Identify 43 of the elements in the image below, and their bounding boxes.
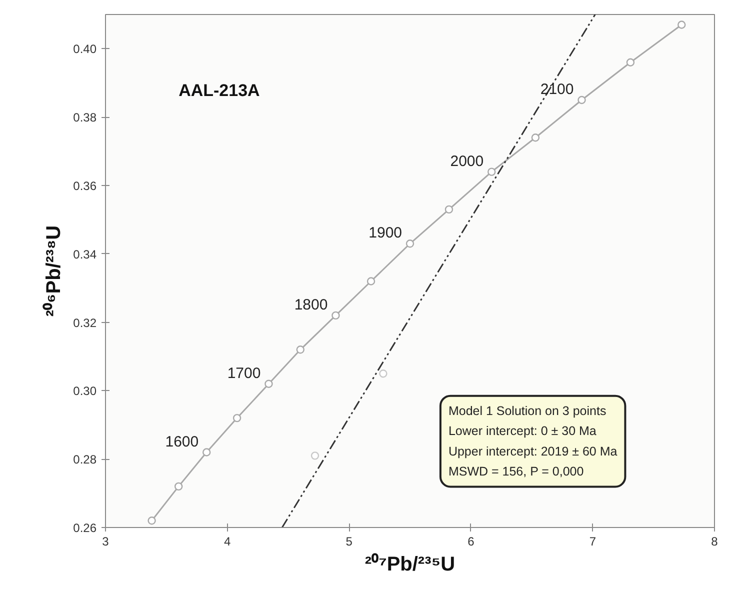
point bbox=[626, 58, 635, 66]
point bbox=[531, 134, 540, 142]
y-tick-label: 0.28 bbox=[73, 452, 97, 467]
x-tick-label: 4 bbox=[224, 534, 231, 548]
y-tick-label: 0.36 bbox=[73, 179, 97, 193]
annotation: 1800 bbox=[294, 296, 328, 314]
x-axis-title: ²⁰⁷Pb/²³⁵U bbox=[364, 552, 456, 576]
y-tick-label: 0.32 bbox=[73, 316, 97, 330]
annotation: 1600 bbox=[165, 433, 199, 450]
point bbox=[578, 96, 586, 104]
annotation: Upper intercept: 2019 ± 60 Ma bbox=[448, 444, 618, 458]
point bbox=[310, 452, 320, 460]
point bbox=[174, 482, 183, 491]
annotation: 1900 bbox=[368, 224, 402, 242]
point bbox=[202, 448, 211, 456]
y-tick-label: 0.30 bbox=[73, 384, 97, 398]
point bbox=[379, 370, 388, 378]
x-tick-label: 6 bbox=[468, 534, 475, 548]
y-tick-label: 0.26 bbox=[73, 521, 97, 535]
point bbox=[148, 516, 156, 525]
x-tick-label: 7 bbox=[589, 534, 596, 548]
point bbox=[406, 240, 414, 248]
annotation: Lower intercept: 0 ± 30 Ma bbox=[448, 424, 596, 438]
annotation: 1700 bbox=[227, 364, 261, 382]
point bbox=[678, 20, 686, 29]
x-tick-label: 5 bbox=[346, 534, 353, 548]
annotation: 2000 bbox=[450, 152, 484, 170]
point bbox=[296, 346, 304, 354]
x-tick-label: 3 bbox=[102, 534, 110, 548]
x-tick-label: 8 bbox=[711, 534, 718, 548]
point bbox=[232, 414, 242, 422]
annotation: Model 1 Solution on 3 points bbox=[448, 404, 606, 418]
annotation: AAL-213A bbox=[178, 81, 260, 100]
point bbox=[264, 380, 273, 388]
y-tick-label: 0.40 bbox=[73, 42, 97, 56]
annotation: MSWD = 156, P = 0,000 bbox=[448, 464, 584, 479]
point bbox=[488, 168, 496, 176]
point bbox=[366, 277, 376, 286]
point bbox=[444, 205, 454, 214]
y-tick-label: 0.38 bbox=[73, 110, 97, 125]
point bbox=[332, 311, 340, 320]
y-axis-title: ²⁰⁶Pb/²³⁸U bbox=[42, 225, 66, 317]
y-tick-label: 0.34 bbox=[73, 247, 97, 262]
